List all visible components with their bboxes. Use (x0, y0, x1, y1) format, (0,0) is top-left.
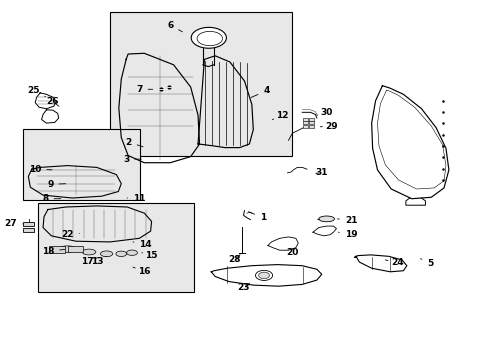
Text: 16: 16 (133, 267, 150, 276)
Text: 5: 5 (420, 258, 432, 268)
Bar (303, 121, 307, 124)
Bar (23, 228, 34, 232)
Bar (308, 125, 313, 128)
Text: 17: 17 (81, 256, 99, 265)
Text: 7: 7 (136, 85, 152, 94)
Ellipse shape (116, 251, 126, 256)
Ellipse shape (191, 27, 226, 48)
Bar (303, 118, 307, 121)
Text: 22: 22 (61, 230, 79, 239)
Text: 28: 28 (228, 255, 241, 264)
Text: 20: 20 (285, 248, 298, 257)
Bar (68, 246, 83, 252)
Text: 2: 2 (125, 138, 143, 147)
Ellipse shape (126, 250, 137, 256)
Ellipse shape (255, 270, 272, 280)
Text: 19: 19 (338, 230, 357, 239)
Text: 15: 15 (142, 251, 158, 260)
Ellipse shape (318, 216, 334, 222)
Bar (308, 118, 313, 121)
Text: 24: 24 (385, 258, 403, 267)
Bar (38, 203, 193, 292)
Text: 8: 8 (42, 194, 61, 203)
Bar (49, 246, 64, 253)
Bar (23, 129, 140, 200)
Bar (308, 121, 313, 124)
Text: 10: 10 (29, 165, 52, 174)
Bar (303, 125, 307, 128)
Text: 11: 11 (127, 194, 145, 203)
Ellipse shape (258, 272, 269, 279)
Text: 25: 25 (27, 86, 45, 97)
Text: 21: 21 (337, 216, 357, 225)
Text: 14: 14 (133, 240, 152, 249)
Text: 6: 6 (167, 21, 182, 32)
Bar (110, 12, 291, 156)
Text: 27: 27 (4, 219, 22, 228)
Text: 23: 23 (237, 283, 249, 292)
Ellipse shape (58, 246, 77, 252)
Text: 4: 4 (250, 86, 269, 98)
Bar (23, 222, 34, 226)
Text: 18: 18 (41, 247, 64, 256)
Text: 13: 13 (90, 256, 106, 265)
Text: 31: 31 (315, 168, 327, 177)
Text: 1: 1 (248, 212, 265, 222)
Text: 29: 29 (320, 122, 337, 131)
Ellipse shape (82, 249, 96, 255)
Text: 26: 26 (46, 97, 59, 106)
Text: 12: 12 (272, 111, 288, 120)
Text: 9: 9 (47, 180, 65, 189)
Ellipse shape (101, 251, 112, 257)
Text: 3: 3 (123, 154, 141, 163)
Text: 30: 30 (316, 108, 332, 117)
